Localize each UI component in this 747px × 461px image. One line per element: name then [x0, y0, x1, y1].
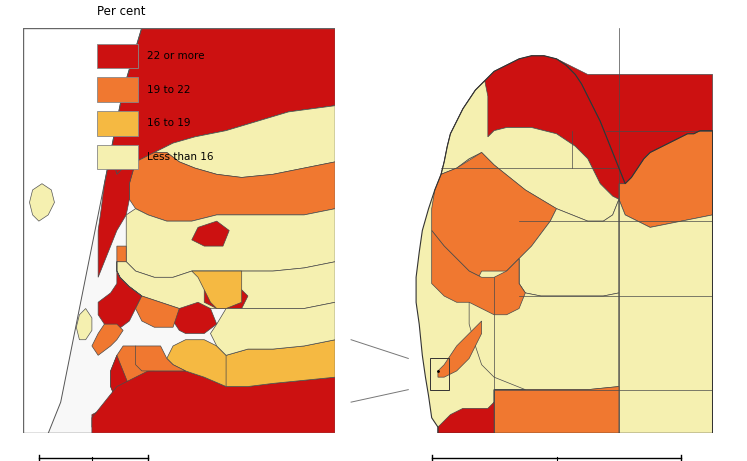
Polygon shape — [211, 302, 335, 355]
Polygon shape — [173, 302, 217, 333]
Polygon shape — [167, 340, 226, 386]
Polygon shape — [98, 153, 136, 278]
Text: Less than 16: Less than 16 — [147, 152, 214, 162]
Polygon shape — [136, 346, 185, 371]
Polygon shape — [92, 355, 129, 427]
Polygon shape — [438, 390, 525, 433]
Polygon shape — [438, 321, 482, 377]
Polygon shape — [416, 56, 713, 433]
Polygon shape — [557, 59, 713, 183]
Polygon shape — [432, 230, 525, 315]
Polygon shape — [519, 199, 619, 296]
Polygon shape — [192, 271, 242, 308]
Polygon shape — [619, 199, 713, 433]
Polygon shape — [129, 153, 335, 221]
Polygon shape — [217, 340, 335, 386]
Polygon shape — [432, 153, 557, 278]
Bar — [430, 359, 449, 390]
Polygon shape — [111, 346, 155, 402]
Polygon shape — [126, 209, 335, 278]
Polygon shape — [469, 259, 619, 390]
Text: 16 to 19: 16 to 19 — [147, 118, 190, 128]
Polygon shape — [441, 81, 619, 221]
Polygon shape — [76, 308, 92, 340]
Text: 19 to 22: 19 to 22 — [147, 85, 190, 95]
Polygon shape — [204, 284, 248, 308]
Polygon shape — [192, 221, 229, 246]
Text: 22 or more: 22 or more — [147, 51, 205, 61]
Text: Per cent: Per cent — [97, 5, 146, 18]
Polygon shape — [111, 28, 335, 174]
Polygon shape — [92, 371, 335, 433]
Polygon shape — [167, 106, 335, 177]
Polygon shape — [441, 56, 625, 199]
Polygon shape — [29, 183, 55, 221]
Polygon shape — [23, 28, 142, 433]
Polygon shape — [98, 271, 142, 331]
Polygon shape — [117, 262, 335, 308]
Polygon shape — [117, 246, 179, 327]
Polygon shape — [155, 106, 335, 177]
Polygon shape — [619, 130, 713, 227]
Polygon shape — [494, 386, 619, 433]
Polygon shape — [92, 324, 123, 355]
